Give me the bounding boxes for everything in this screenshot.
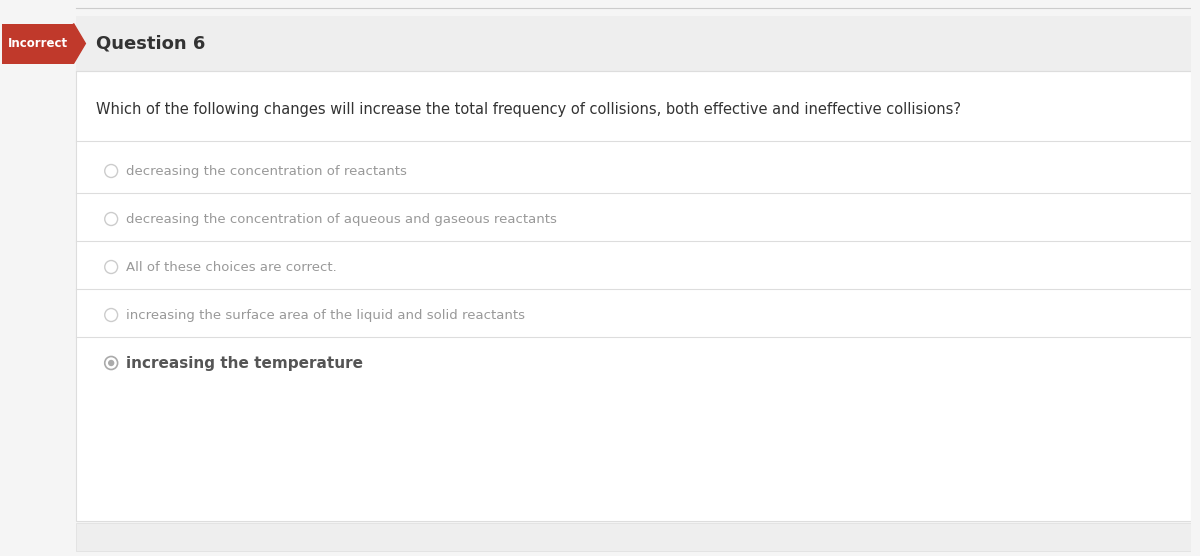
Text: increasing the temperature: increasing the temperature — [126, 355, 364, 370]
FancyBboxPatch shape — [77, 16, 1192, 71]
Text: All of these choices are correct.: All of these choices are correct. — [126, 261, 337, 274]
FancyBboxPatch shape — [77, 523, 1192, 551]
Polygon shape — [73, 23, 85, 63]
Text: Question 6: Question 6 — [96, 34, 205, 52]
FancyBboxPatch shape — [2, 23, 73, 63]
Text: decreasing the concentration of reactants: decreasing the concentration of reactant… — [126, 165, 407, 177]
Text: increasing the surface area of the liquid and solid reactants: increasing the surface area of the liqui… — [126, 309, 526, 321]
FancyBboxPatch shape — [77, 71, 1192, 521]
Text: Which of the following changes will increase the total frequency of collisions, : Which of the following changes will incr… — [96, 102, 961, 117]
Text: decreasing the concentration of aqueous and gaseous reactants: decreasing the concentration of aqueous … — [126, 212, 557, 226]
Text: Incorrect: Incorrect — [7, 37, 68, 50]
Circle shape — [108, 360, 114, 366]
